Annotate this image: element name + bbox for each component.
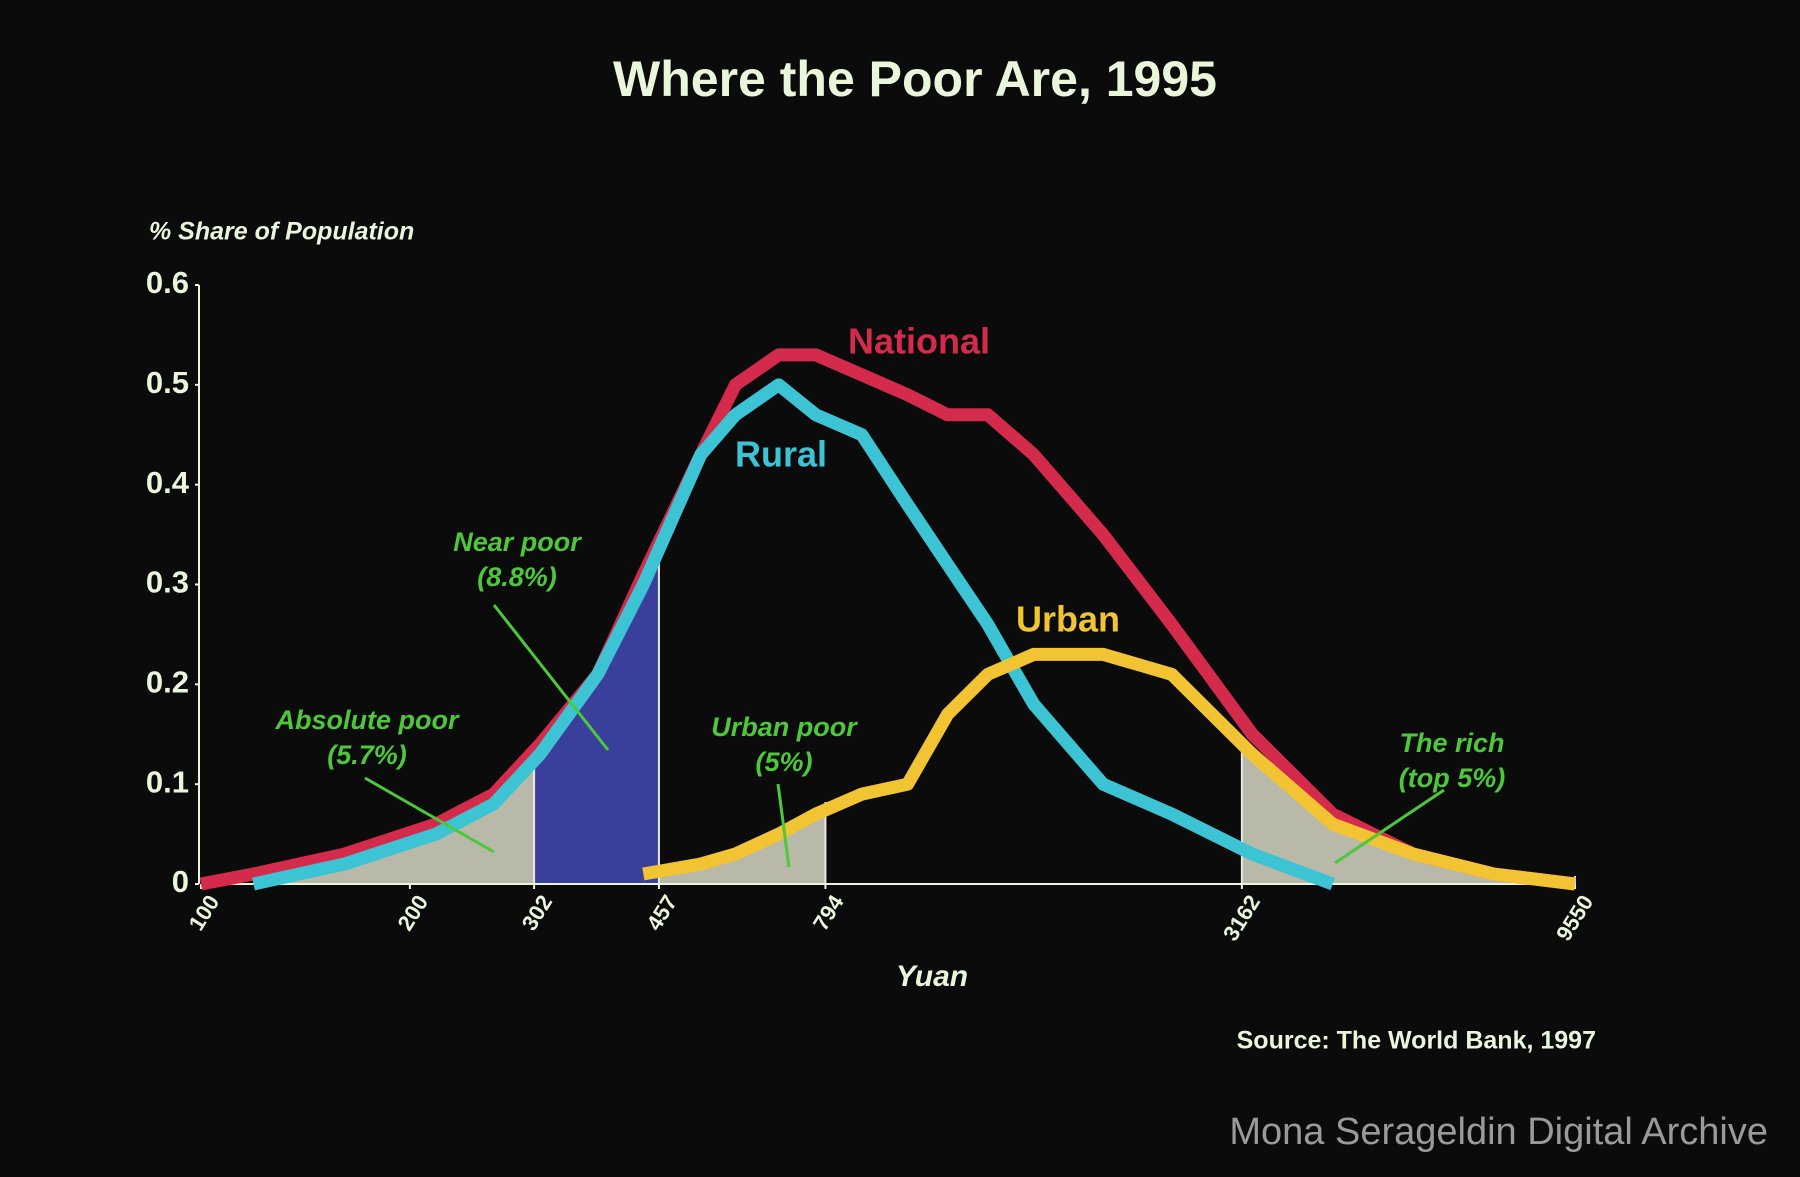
annotation-text: (5.7%) (327, 740, 407, 770)
x-axis-label: Yuan (896, 960, 968, 993)
series-lines (199, 348, 1576, 891)
y-axis-label: % Share of Population (149, 218, 414, 246)
annotation-text: The rich (1399, 728, 1504, 758)
chart-title: Where the Poor Are, 1995 (613, 51, 1217, 107)
series-line (252, 378, 1335, 891)
source-note: Source: The World Bank, 1997 (1237, 1027, 1596, 1055)
shaded-region (201, 760, 535, 884)
annotation-pointer (776, 783, 791, 868)
annotation-text: (5%) (755, 747, 812, 777)
annotation-pointer (492, 604, 610, 751)
watermark: Mona Serageldin Digital Archive (1229, 1111, 1768, 1153)
series-line (642, 647, 1576, 891)
annotation-text: Urban poor (711, 712, 858, 742)
annotation-text: Near poor (453, 527, 582, 557)
shaded-region (1241, 743, 1575, 884)
series-label: National (848, 321, 990, 362)
series-line (199, 348, 1576, 891)
annotation-text: (8.8%) (477, 562, 557, 592)
annotation-pointer (1334, 788, 1445, 865)
y-tick-label: 0.5 (146, 365, 189, 400)
series-label: Rural (735, 434, 827, 475)
y-tick-label: 0.2 (146, 665, 189, 700)
y-tick-label: 0.1 (146, 764, 189, 799)
annotation-text: Absolute poor (275, 705, 460, 735)
labels: National Rural Urban Absolute poor (5.7%) Nea… (275, 321, 1505, 868)
annotation-text: (top 5%) (1399, 763, 1505, 793)
y-tick-label: 0.4 (146, 465, 190, 500)
series-label: Urban (1016, 599, 1120, 640)
annotation-pointer (364, 776, 495, 854)
y-tick-label: 0.3 (146, 565, 189, 600)
y-tick-label: 0.6 (146, 265, 189, 300)
y-tick-label: 0 (172, 864, 189, 899)
